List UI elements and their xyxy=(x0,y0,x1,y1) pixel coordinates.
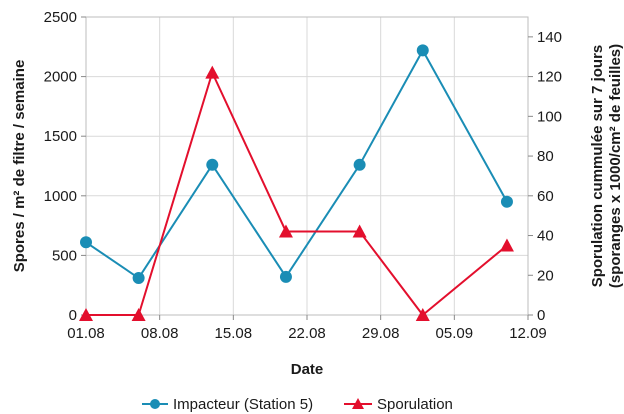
y-right-tick-label: 60 xyxy=(537,188,554,205)
data-point-sporulation xyxy=(352,224,367,238)
y-right-tick-label: 120 xyxy=(537,69,562,86)
y-right-tick-label: 80 xyxy=(537,148,554,165)
data-point-impacteur-station-5 xyxy=(500,195,513,208)
x-tick-label: 22.08 xyxy=(288,325,326,342)
x-tick-label: 29.08 xyxy=(362,325,400,342)
y-left-axis-label: Spores / m² de filtre / semaine xyxy=(11,60,28,273)
y-right-tick-label: 40 xyxy=(537,228,554,245)
series-line-sporulation xyxy=(86,71,508,316)
grid-lines xyxy=(86,17,528,315)
data-point-impacteur-station-5 xyxy=(279,270,292,283)
y-left-tick-label: 500 xyxy=(52,247,77,264)
y-left-tick-label: 2000 xyxy=(44,69,77,86)
y-left-tick-label: 0 xyxy=(69,307,77,324)
data-point-impacteur-station-5 xyxy=(353,158,366,171)
y-right-axis-ticks: 0 20 40 60 80 100 120 140 xyxy=(528,29,562,324)
data-point-sporulation xyxy=(131,308,146,321)
y-right-tick-label: 0 xyxy=(537,307,545,324)
series-line-impacteur-station-5 xyxy=(85,49,508,280)
y-left-axis-ticks: 0 500 1000 1500 2000 2500 xyxy=(44,9,86,324)
x-tick-label: 12.09 xyxy=(509,325,547,342)
legend-sporulation-label: Sporulation xyxy=(377,396,453,413)
y-left-tick-label: 1000 xyxy=(44,188,77,205)
x-tick-label: 05.09 xyxy=(436,325,474,342)
data-point-impacteur-station-5 xyxy=(206,158,219,171)
data-point-sporulation xyxy=(79,308,93,321)
series-layer xyxy=(79,44,514,321)
data-point-impacteur-station-5 xyxy=(416,44,429,57)
legend-impacteur-label: Impacteur (Station 5) xyxy=(173,396,313,413)
y-right-tick-label: 100 xyxy=(537,108,562,125)
legend-sporulation-marker xyxy=(352,398,364,409)
x-tick-label: 08.08 xyxy=(141,325,179,342)
data-point-impacteur-station-5 xyxy=(80,236,92,249)
data-point-sporulation xyxy=(278,224,293,238)
data-point-sporulation xyxy=(415,308,430,321)
legend-impacteur-marker xyxy=(150,399,160,409)
x-axis-ticks: 01.08 08.08 15.08 22.08 29.08 05.09 12.09 xyxy=(67,315,547,342)
x-axis-label: Date xyxy=(291,361,324,378)
y-left-tick-label: 2500 xyxy=(44,9,77,26)
legend-item-impacteur: Impacteur (Station 5) xyxy=(142,396,313,413)
legend-item-sporulation: Sporulation xyxy=(344,396,453,413)
y-right-tick-label: 140 xyxy=(537,29,562,46)
x-tick-label: 15.08 xyxy=(215,325,253,342)
data-point-sporulation xyxy=(205,65,220,79)
y-left-tick-label: 1500 xyxy=(44,128,77,145)
y-right-axis-label-line2: (sporanges x 1000/cm² de feuilles) xyxy=(607,44,624,288)
y-right-axis-label-line1: Sporulation cummulée sur 7 jours xyxy=(589,45,606,288)
y-right-tick-label: 20 xyxy=(537,267,554,284)
data-point-impacteur-station-5 xyxy=(132,272,145,285)
legend: Impacteur (Station 5) Sporulation xyxy=(142,396,453,413)
x-tick-label: 01.08 xyxy=(67,325,105,342)
data-point-sporulation xyxy=(499,238,514,252)
